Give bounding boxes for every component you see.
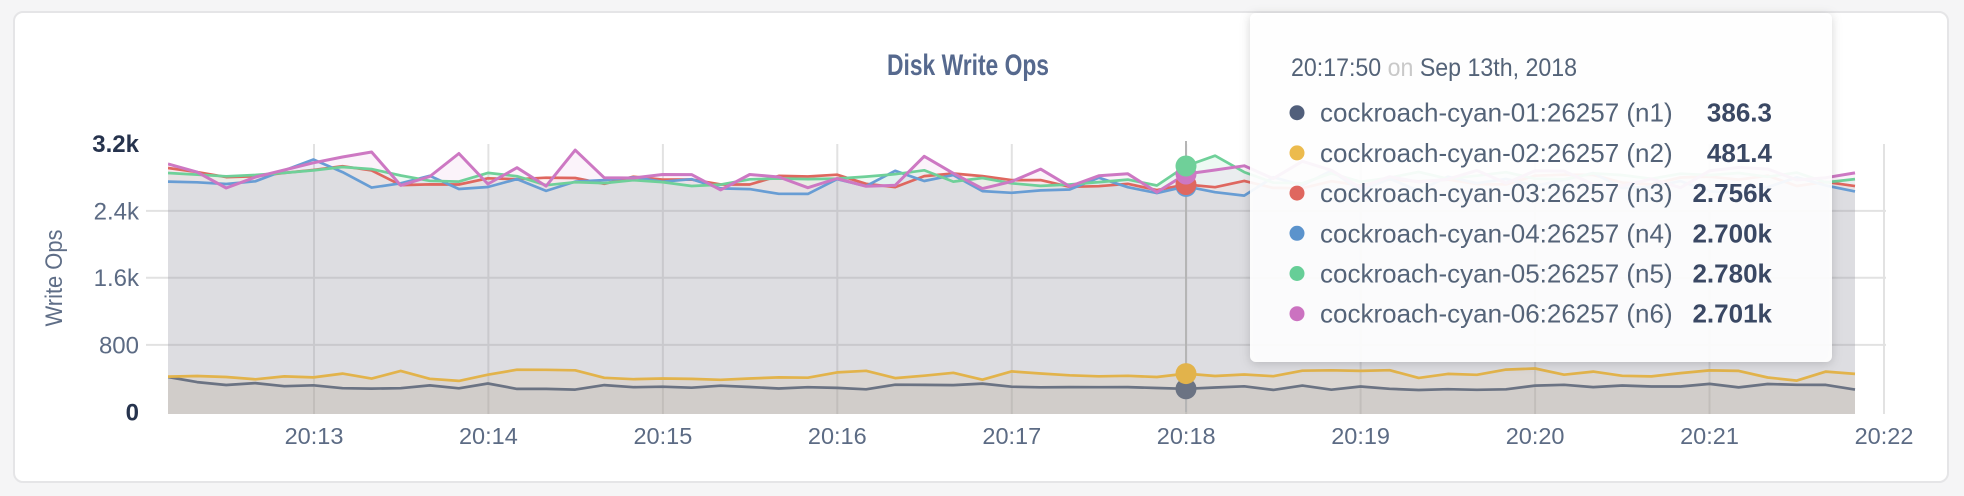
svg-text:481.4: 481.4 [1707,138,1773,168]
svg-text:2.4k: 2.4k [94,198,140,225]
svg-text:1.6k: 1.6k [94,265,140,292]
svg-text:386.3: 386.3 [1707,98,1772,128]
svg-text:Write Ops: Write Ops [41,230,68,327]
svg-text:20:18: 20:18 [1157,423,1216,449]
svg-text:3.2k: 3.2k [92,131,139,158]
svg-text:cockroach-cyan-04:26257 (n4): cockroach-cyan-04:26257 (n4) [1320,218,1673,248]
svg-text:20:19: 20:19 [1331,423,1390,449]
svg-text:2.700k: 2.700k [1692,218,1772,248]
svg-text:20:14: 20:14 [459,423,518,449]
svg-text:2.756k: 2.756k [1692,178,1772,208]
svg-text:2.701k: 2.701k [1692,299,1772,329]
svg-text:cockroach-cyan-02:26257 (n2): cockroach-cyan-02:26257 (n2) [1320,138,1673,168]
svg-text:20:22: 20:22 [1855,423,1914,449]
svg-text:20:15: 20:15 [633,423,692,449]
svg-text:20:16: 20:16 [808,423,867,449]
svg-text:cockroach-cyan-03:26257 (n3): cockroach-cyan-03:26257 (n3) [1320,178,1673,208]
svg-text:20:21: 20:21 [1680,423,1739,449]
svg-text:cockroach-cyan-06:26257 (n6): cockroach-cyan-06:26257 (n6) [1320,299,1673,329]
svg-text:cockroach-cyan-05:26257 (n5): cockroach-cyan-05:26257 (n5) [1320,259,1673,289]
svg-text:800: 800 [99,332,139,359]
svg-text:20:13: 20:13 [285,423,344,449]
svg-text:0: 0 [126,400,139,427]
svg-text:Disk Write Ops: Disk Write Ops [887,49,1049,82]
svg-text:20:17:50 on Sep 13th, 2018: 20:17:50 on Sep 13th, 2018 [1291,54,1577,82]
svg-text:2.780k: 2.780k [1692,259,1772,289]
svg-text:20:17: 20:17 [982,423,1041,449]
svg-text:20:20: 20:20 [1506,423,1565,449]
svg-text:cockroach-cyan-01:26257 (n1): cockroach-cyan-01:26257 (n1) [1320,98,1673,128]
